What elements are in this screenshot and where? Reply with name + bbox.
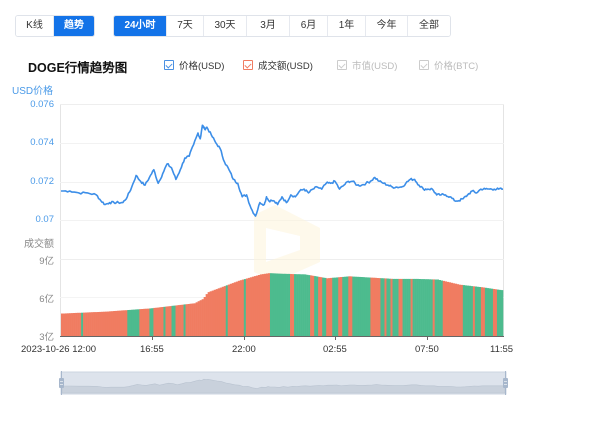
tab-6m[interactable]: 6月 (290, 16, 328, 36)
tab-30d[interactable]: 30天 (204, 16, 247, 36)
tab-trend[interactable]: 趋势 (54, 16, 94, 36)
legend-price-btc[interactable]: 价格(BTC) (419, 58, 478, 72)
tab-all[interactable]: 全部 (408, 16, 450, 36)
range-tab-group: 24小时 7天 30天 3月 6月 1年 今年 全部 (113, 15, 451, 37)
legend-market-cap-usd[interactable]: 市值(USD) (337, 58, 397, 72)
x-tick: 07:50 (415, 344, 439, 355)
legend-label: 价格(USD) (179, 61, 225, 72)
checkbox-disabled-icon[interactable] (419, 60, 429, 70)
legend-label: 成交额(USD) (258, 61, 313, 72)
x-tick: 16:55 (140, 344, 164, 355)
legend-price-usd[interactable]: 价格(USD) (164, 58, 224, 72)
slider-right-handle[interactable] (503, 371, 508, 395)
volume-tick: 9亿 (39, 256, 54, 267)
x-tick: 22:00 (232, 344, 256, 355)
price-line (61, 124, 504, 217)
mode-tab-group: K线 趋势 (15, 15, 95, 37)
watermark-logo-icon (254, 205, 320, 282)
checkbox-disabled-icon[interactable] (337, 60, 347, 70)
price-tick: 0.076 (30, 99, 54, 110)
chart-title: DOGE行情趋势图 (28, 61, 128, 75)
x-tick: 11:55 (490, 344, 514, 355)
legend-label: 价格(BTC) (434, 61, 479, 72)
checkbox-checked-icon[interactable] (243, 60, 253, 70)
legend-volume-usd[interactable]: 成交额(USD) (243, 58, 313, 72)
price-tick: 0.072 (30, 176, 54, 187)
tab-7d[interactable]: 7天 (167, 16, 204, 36)
volume-axis-title: 成交额 (24, 239, 54, 250)
price-tick: 0.074 (30, 137, 54, 148)
tab-1y[interactable]: 1年 (328, 16, 366, 36)
x-tick: 2023-10-26 12:00 (21, 344, 97, 355)
price-axis-title: USD价格 (12, 86, 54, 97)
price-tick: 0.07 (35, 214, 55, 225)
slider-left-handle[interactable] (59, 371, 64, 395)
x-tick: 02:55 (323, 344, 347, 355)
volume-bars (61, 273, 504, 337)
volume-tick: 3亿 (39, 332, 54, 343)
volume-tick: 6亿 (39, 294, 54, 305)
tab-3m[interactable]: 3月 (247, 16, 290, 36)
tab-ytd[interactable]: 今年 (366, 16, 408, 36)
tab-kline[interactable]: K线 (16, 16, 54, 36)
checkbox-checked-icon[interactable] (164, 60, 174, 70)
legend-label: 市值(USD) (352, 61, 398, 72)
tab-24h[interactable]: 24小时 (114, 16, 167, 36)
data-zoom-slider[interactable] (60, 371, 507, 395)
